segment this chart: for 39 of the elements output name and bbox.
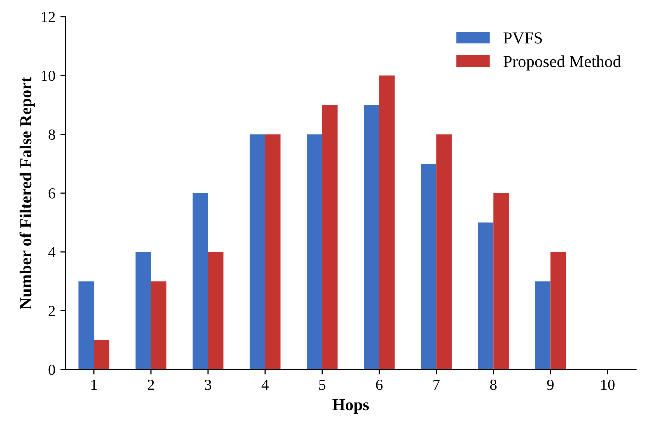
- x-axis-title: Hops: [332, 400, 370, 414]
- y-tick-label: 10: [42, 70, 56, 82]
- bar: [265, 134, 281, 370]
- bar: [307, 134, 322, 370]
- x-tick-label: 2: [148, 380, 154, 390]
- x-tick-label: 3: [205, 380, 212, 390]
- y-tick-label: 12: [42, 12, 56, 22]
- bar: [78, 282, 94, 370]
- x-tick-label: 1: [92, 380, 98, 390]
- bar: [208, 252, 224, 370]
- x-tick-label: 4: [262, 380, 269, 390]
- y-tick-label: 6: [48, 188, 56, 199]
- bar: [192, 193, 208, 370]
- bar: [322, 105, 338, 370]
- y-tick-label: 8: [48, 130, 56, 140]
- x-tick-label: 6: [376, 380, 383, 390]
- bar: [550, 252, 566, 370]
- bar: [94, 340, 110, 370]
- bar: [436, 134, 452, 370]
- y-tick-label: 4: [48, 247, 56, 258]
- x-tick-label: 9: [547, 380, 554, 390]
- bar: [151, 282, 167, 370]
- bar: [364, 105, 380, 370]
- x-tick-label: 5: [319, 380, 326, 390]
- bar: [379, 76, 395, 370]
- y-axis-title: Number of Filtered False Report: [20, 77, 36, 310]
- bar: [136, 252, 152, 370]
- x-tick-label: 10: [601, 380, 615, 390]
- x-tick-label: 7: [434, 380, 440, 390]
- legend-label: Proposed Method: [504, 56, 622, 71]
- bar: [421, 164, 437, 370]
- legend-label: PVFS: [504, 32, 542, 44]
- bar: [478, 222, 494, 370]
- y-tick-label: 0: [48, 364, 56, 376]
- x-tick-label: 8: [490, 380, 497, 390]
- bar: [535, 282, 551, 370]
- y-tick-label: 2: [48, 306, 56, 316]
- bar: [250, 134, 266, 370]
- bar: [494, 193, 510, 370]
